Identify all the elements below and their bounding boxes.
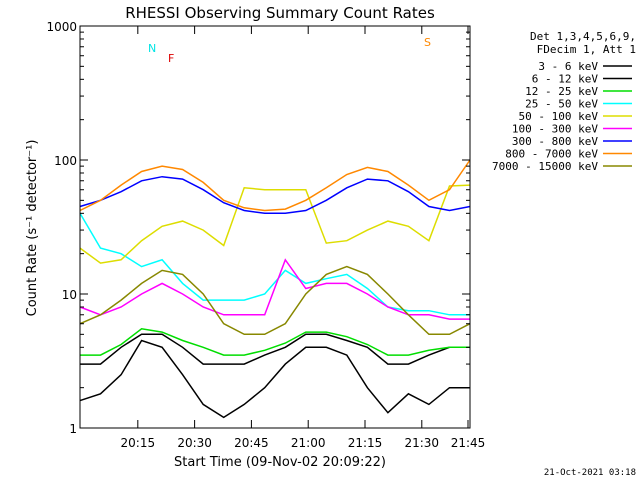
flag-label: F: [168, 52, 174, 65]
legend-label: 7000 - 15000 keV: [492, 160, 598, 173]
legend: Det 1,3,4,5,6,9,FDecim 1, Att 1 3 - 6 keV…: [492, 30, 636, 173]
legend-header: Det 1,3,4,5,6,9,: [530, 30, 636, 43]
y-tick-label: 100: [54, 154, 77, 168]
plot-frame: [79, 25, 471, 429]
x-tick-label: 20:45: [234, 436, 269, 450]
x-axis: 20:15 20:30 20:45 21:00 21:15 21:30 21:45: [121, 26, 486, 450]
legend-header: FDecim 1, Att 1: [537, 43, 636, 56]
x-axis-label: Start Time (09-Nov-02 20:09:22): [174, 455, 386, 470]
series-line-8: [79, 265, 471, 336]
series-line-3: [79, 212, 470, 316]
y-tick-label: 1000: [46, 20, 77, 34]
x-tick-label: 20:15: [121, 436, 156, 450]
flag-label: S: [424, 36, 431, 49]
y-axis: 1 10 100 1000: [46, 20, 470, 436]
series-line-2: [80, 328, 470, 356]
legend-label: 100 - 300 keV: [512, 123, 598, 136]
legend-label: 50 - 100 keV: [519, 110, 599, 123]
series-line-6: [79, 175, 471, 215]
x-tick-label: 21:15: [348, 436, 383, 450]
series-line-4: [79, 184, 471, 264]
y-tick-label: 1: [69, 422, 77, 436]
legend-label: 300 - 800 keV: [512, 135, 598, 148]
x-tick-label: 20:30: [177, 436, 212, 450]
legend-label: 25 - 50 keV: [525, 98, 598, 111]
chart-title: RHESSI Observing Summary Count Rates: [125, 4, 435, 22]
legend-label: 12 - 25 keV: [525, 85, 598, 98]
legend-label: 3 - 6 keV: [538, 60, 598, 73]
x-tick-label: 21:45: [451, 436, 486, 450]
plot-area: NF S: [79, 36, 471, 419]
flag-label: N: [148, 42, 156, 55]
x-tick-label: 21:30: [404, 436, 439, 450]
series-line-0: [79, 339, 470, 419]
timestamp: 21-Oct-2021 03:18: [544, 468, 636, 478]
legend-label: 800 - 7000 keV: [505, 148, 598, 161]
series-line-5: [79, 258, 470, 320]
legend-label: 6 - 12 keV: [532, 73, 599, 86]
y-tick-label: 10: [62, 288, 77, 302]
series-line-1: [80, 333, 470, 365]
x-tick-label: 21:00: [291, 436, 326, 450]
series-line-7: [79, 159, 471, 212]
y-axis-label: Count Rate (s⁻¹ detector⁻¹): [25, 140, 40, 317]
